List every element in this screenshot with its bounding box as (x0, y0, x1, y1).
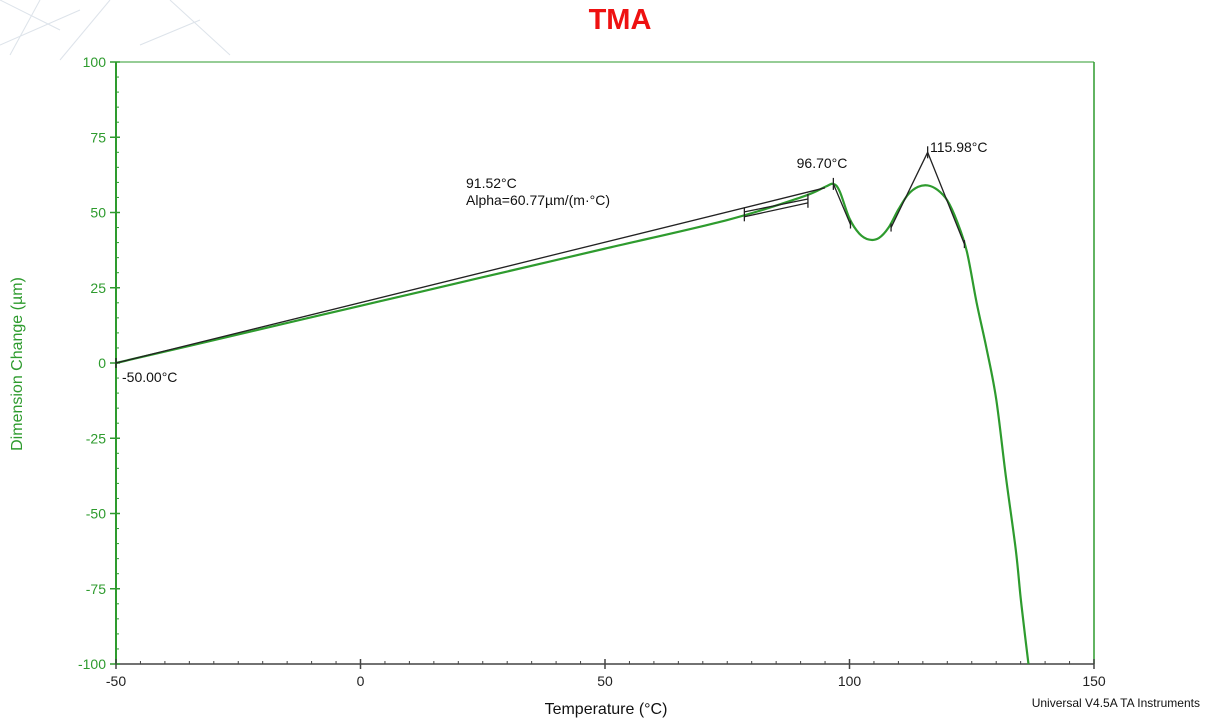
onset-tangent (832, 183, 852, 225)
annotation-label: Alpha=60.77µm/(m·°C) (466, 192, 610, 208)
y-tick-label: 100 (83, 54, 107, 70)
peak-tangent-right (927, 152, 966, 245)
y-tick-label: 50 (90, 205, 106, 221)
chart-title: TMA (588, 4, 652, 36)
series-line (115, 182, 1030, 665)
y-tick-label: -50 (86, 506, 106, 522)
instrument-credit: Universal V4.5A TA Instruments (1031, 696, 1200, 710)
x-tick-label: -50 (106, 673, 126, 689)
x-tick-label: 100 (838, 673, 862, 689)
peak-tangent-left (890, 152, 929, 228)
y-tick-label: 75 (90, 129, 106, 145)
x-tick-label: 0 (357, 673, 365, 689)
y-axis-label: Dimension Change (µm) (9, 277, 26, 451)
y-tick-label: -75 (86, 581, 106, 597)
annotation-label: -50.00°C (122, 369, 177, 385)
y-tick-label: -100 (78, 656, 106, 672)
y-tick-label: -25 (86, 430, 106, 446)
x-tick-label: 50 (597, 673, 613, 689)
y-tick-label: 0 (98, 355, 106, 371)
y-tick-label: 25 (90, 280, 106, 296)
x-axis-label: Temperature (°C) (544, 701, 668, 718)
x-tick-label: 150 (1082, 673, 1106, 689)
alpha-bracket-line (744, 198, 809, 213)
tangent-line (115, 187, 826, 364)
alpha-bracket-line (744, 202, 809, 218)
annotation-label: 91.52°C (466, 175, 517, 191)
annotation-label: 96.70°C (797, 155, 848, 171)
annotation-label: 115.98°C (930, 139, 988, 155)
